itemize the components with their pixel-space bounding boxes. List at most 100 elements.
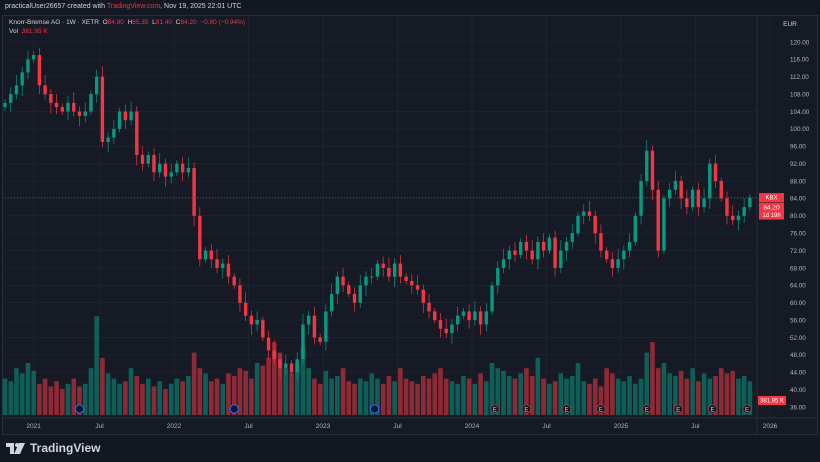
volume-bar [231,376,237,415]
candle-body [736,215,741,221]
candle-body [238,285,242,303]
price-tick-label: 120.00 [790,39,810,46]
site-link[interactable]: TradingView.com [106,3,161,10]
volume-bar [37,383,42,415]
price-tick-label: 100.00 [790,126,810,133]
volume-bar [592,378,598,415]
volume-bar [375,378,380,415]
candle-body [135,111,139,155]
volume-bar [610,373,615,415]
volume-bar [501,370,506,415]
volume-bars [2,316,753,415]
volume-bar [105,373,111,415]
volume-line: Vol 381.95 K [9,27,245,36]
time-tick-label: 2025 [614,423,629,430]
volume-bar [667,373,672,415]
volume-bar [701,373,707,415]
price-tick-label: 60.00 [790,300,806,307]
candle-body [398,263,403,277]
low-value: 81.40 [155,19,173,26]
volume-bar [638,378,644,415]
candle-body [564,241,569,251]
time-tick-label: Jul [691,423,700,430]
close-label: C [175,19,181,26]
candle-body [266,337,271,351]
volume-badge [758,396,786,405]
candle-body [524,241,529,251]
time-tick-label: 2023 [316,423,331,430]
candle-body [215,259,219,268]
volume-bar [65,383,71,415]
volume-bar [157,381,163,415]
candle-body [198,215,202,260]
candle-body [158,163,162,173]
volume-bar [518,373,523,415]
candle-body [444,328,448,334]
volume-bar [684,378,690,415]
candle-body [582,211,586,216]
price-tick-label: 84.00 [790,196,806,203]
volume-bar [220,383,226,415]
candle-body [72,102,76,112]
candle-body [530,250,534,260]
candle-body [667,189,672,199]
volume-badge-text: 381.95 K [760,399,784,405]
open-value: 84.90 [107,19,124,26]
candle-body [180,163,185,173]
tradingview-logo[interactable]: TradingView [6,441,100,455]
candle-body [3,102,7,108]
candle-body [610,259,615,268]
price-tick-label: 56.00 [790,317,806,324]
candle-body [49,94,53,103]
price-tick-label: 108.00 [790,91,810,98]
candle-body [335,276,340,295]
candle-body [329,294,334,312]
volume-bar [495,368,501,415]
symbol-badge [759,193,784,203]
candle-body [696,189,701,208]
time-tick-label: Jul [95,423,104,430]
candle-body [163,163,168,177]
candle-body [117,111,122,129]
chart-panel[interactable] [2,15,818,435]
earnings-marker [561,404,572,414]
volume-bar [335,376,340,415]
candle-body [742,207,746,216]
volume-bar [174,378,180,415]
candle-body [192,168,196,216]
volume-bar [100,357,105,415]
volume-bar [524,368,529,415]
candle-body [685,198,689,208]
volume-bar [432,373,438,415]
candle-body [370,276,374,278]
earnings-icon: E [561,404,572,414]
candle-body [289,363,294,373]
candle-body [662,198,666,251]
volume-bar [128,368,134,415]
candle-body [341,276,345,286]
earnings-icon: E [673,404,683,414]
volume-bar [145,378,151,415]
price-tick-label: 104.00 [790,109,810,116]
volume-bar [19,373,25,415]
volume-bar [426,378,432,415]
dividend-icon [229,404,239,414]
candle-body [421,289,425,303]
candle-body [410,280,414,286]
price-tick-label: 52.00 [790,335,806,342]
candle-body [387,267,391,277]
candle-body [100,76,105,142]
candle-body [20,72,24,86]
candle-body [673,181,678,190]
price-tick-label: 68.00 [790,265,806,272]
currency-label[interactable]: EUR [783,21,797,28]
candle-body [306,315,311,325]
candle-body [203,250,208,260]
candle-body [129,111,133,121]
volume-bar [724,373,730,415]
time-tick-label: Jul [244,423,253,430]
price-tick-label: 64.00 [790,283,806,290]
volume-bar [650,342,655,415]
volume-bar [300,347,306,415]
